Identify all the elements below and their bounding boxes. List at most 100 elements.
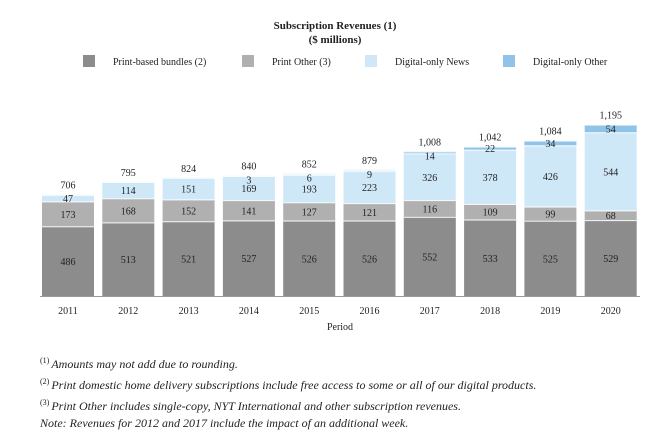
chart-legend: Print-based bundles (2) Print Other (3) …	[0, 55, 670, 71]
bar-segment	[584, 132, 637, 211]
data-label: 9	[367, 170, 372, 181]
data-label: 544	[603, 167, 618, 178]
legend-swatch	[503, 55, 515, 67]
data-label: 116	[422, 204, 437, 215]
footnote: (3) Print Other includes single-copy, NYT…	[40, 394, 536, 415]
total-label: 706	[61, 181, 76, 192]
bar-segment	[222, 220, 275, 296]
x-tick-label: 2019	[540, 306, 560, 317]
bar-segment	[584, 124, 637, 133]
bar-segment	[464, 203, 517, 220]
data-label: 152	[181, 206, 196, 217]
total-label: 1,008	[419, 137, 442, 148]
x-tick-label: 2018	[480, 306, 500, 317]
legend-swatch	[83, 55, 95, 67]
bar-segment	[464, 219, 517, 296]
data-label: 533	[483, 254, 498, 265]
data-label: 22	[485, 144, 495, 155]
bar-segment	[283, 174, 336, 203]
chart-title: Subscription Revenues (1)	[273, 20, 397, 32]
footnotes: (1) Amounts may not add due to rounding. …	[40, 352, 536, 432]
data-label: 34	[545, 139, 555, 150]
bar-segment	[584, 220, 637, 296]
x-tick-label: 2011	[58, 306, 78, 317]
bar-segment	[102, 222, 155, 296]
bar-segment	[464, 149, 517, 204]
legend-item-print-other: Print Other (3)	[242, 55, 331, 68]
bar-segment	[524, 145, 577, 207]
legend-item-print-bundles: Print-based bundles (2)	[83, 55, 206, 68]
chart-subtitle: ($ millions)	[308, 34, 362, 46]
data-label: 426	[543, 172, 558, 183]
data-label: 54	[606, 124, 616, 135]
data-label: 14	[425, 151, 435, 162]
bar-segment	[524, 206, 577, 221]
data-label: 3	[246, 175, 251, 186]
bar-segment	[102, 198, 155, 223]
data-label: 529	[603, 254, 618, 265]
footnote-marker: (2)	[40, 377, 50, 386]
stacked-bar-chart: 486 173 47 706 2011 513 168 114 795 2012 521 152 151…	[40, 111, 640, 333]
x-tick-label: 2014	[239, 306, 259, 317]
footnote-text: Print Other includes single-copy, NYT In…	[51, 399, 461, 413]
data-label: 527	[241, 254, 256, 265]
footnote-marker: (3)	[40, 398, 50, 407]
data-label: 109	[483, 208, 498, 219]
data-label: 326	[422, 173, 437, 184]
data-label: 121	[362, 208, 377, 219]
footnote-text: Print domestic home delivery subscriptio…	[51, 378, 537, 392]
footnote-marker: (1)	[40, 356, 50, 365]
bar-segment	[464, 146, 517, 150]
footnote-text: Note: Revenues for 2012 and 2017 include…	[40, 416, 409, 430]
data-label: 114	[121, 186, 136, 197]
bar-segment	[584, 210, 637, 221]
data-label: 168	[121, 206, 136, 217]
bar-segment	[403, 153, 456, 201]
bar-segment	[343, 220, 396, 296]
data-label: 526	[362, 254, 377, 265]
legend-swatch	[242, 55, 254, 67]
x-tick-label: 2017	[420, 306, 440, 317]
bar-segment	[162, 221, 215, 296]
bar-segment	[524, 220, 577, 296]
bar-segment	[42, 201, 94, 227]
bar-segment	[102, 181, 155, 199]
legend-item-digital-news: Digital-only News	[365, 55, 469, 68]
bar-segment	[42, 194, 94, 202]
total-label: 852	[302, 160, 317, 171]
data-label: 151	[181, 185, 196, 196]
data-label: 99	[545, 210, 555, 221]
data-label: 6	[307, 174, 312, 185]
footnote-text: Amounts may not add due to rounding.	[51, 357, 238, 371]
footnote: (2) Print domestic home delivery subscrip…	[40, 373, 536, 394]
data-label: 68	[606, 211, 616, 222]
x-tick-label: 2020	[601, 306, 621, 317]
footnote: (1) Amounts may not add due to rounding.	[40, 352, 536, 373]
bar-segment	[222, 200, 275, 221]
total-label: 840	[241, 161, 256, 172]
total-label: 1,042	[479, 132, 502, 143]
legend-label: Print-based bundles (2)	[113, 57, 207, 68]
data-label: 169	[241, 184, 256, 195]
total-label: 1,195	[599, 111, 622, 122]
total-label: 1,084	[539, 126, 562, 137]
legend-label: Digital-only News	[395, 57, 470, 68]
total-label: 824	[181, 164, 196, 175]
bar-segment	[343, 171, 396, 204]
x-tick-label: 2013	[179, 306, 199, 317]
bar-segment	[283, 220, 336, 296]
bar-segment	[403, 200, 456, 217]
data-label: 47	[63, 194, 73, 205]
legend-swatch	[365, 55, 377, 67]
bar-segment	[403, 216, 456, 296]
total-label: 795	[121, 168, 136, 179]
bar-segment	[343, 203, 396, 221]
x-tick-label: 2012	[118, 306, 138, 317]
legend-label: Digital-only Other	[533, 57, 608, 68]
bar-segment	[162, 199, 215, 222]
x-tick-label: 2016	[360, 306, 380, 317]
x-axis-title: Period	[327, 322, 353, 333]
bar-segment	[403, 151, 456, 154]
legend-label: Print Other (3)	[272, 57, 331, 68]
x-tick-label: 2015	[299, 306, 319, 317]
